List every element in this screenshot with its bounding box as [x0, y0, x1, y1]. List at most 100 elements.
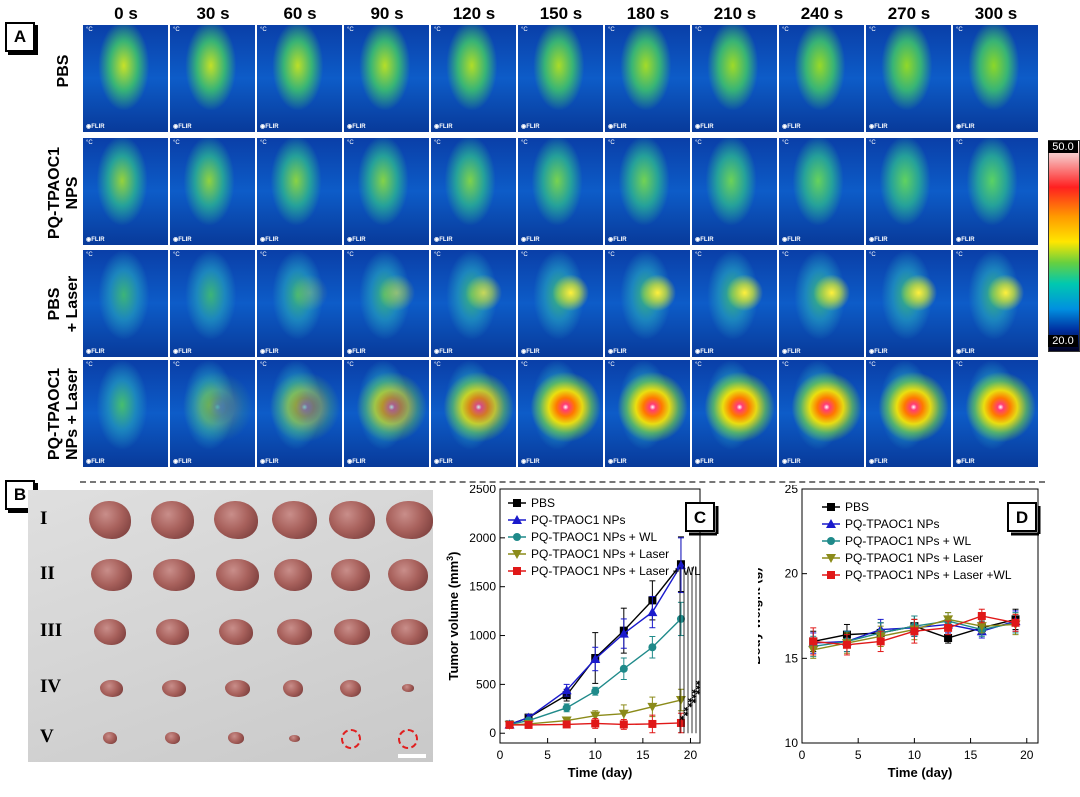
flir-logo: ◉FLIR — [86, 124, 105, 130]
data-point — [505, 720, 514, 729]
flir-logo: ◉FLIR — [260, 349, 279, 355]
unit-label: °C — [521, 27, 528, 33]
data-point — [876, 637, 885, 646]
data-point — [524, 720, 533, 729]
flir-logo: ◉FLIR — [521, 124, 540, 130]
legend-label: PQ-TPAOC1 NPs + WL — [531, 530, 657, 544]
tumor-sample — [391, 619, 428, 645]
unit-label: °C — [434, 362, 441, 368]
tumor-sample — [225, 679, 250, 697]
unit-label: °C — [86, 252, 93, 258]
tumor-sample — [89, 501, 131, 539]
scale-bar — [398, 754, 426, 758]
unit-label: °C — [782, 140, 789, 146]
tumor-sample — [289, 734, 300, 742]
time-label: 30 s — [196, 4, 230, 23]
data-point — [648, 719, 657, 728]
thermal-image: °C ◉FLIR — [83, 25, 168, 132]
unit-label: °C — [173, 362, 180, 368]
flir-logo: ◉FLIR — [608, 349, 627, 355]
thermal-image: °C ◉FLIR — [779, 25, 864, 132]
unit-label: °C — [434, 27, 441, 33]
x-tick-label: 0 — [799, 748, 806, 762]
colorbar-max-label: 50.0 — [1048, 141, 1078, 153]
flir-logo: ◉FLIR — [782, 349, 801, 355]
flir-logo: ◉FLIR — [695, 459, 714, 465]
data-point — [842, 640, 851, 649]
thermal-image: °C ◉FLIR — [83, 360, 168, 467]
unit-label: °C — [347, 27, 354, 33]
panel-a-label: A — [5, 22, 35, 52]
flir-logo: ◉FLIR — [869, 459, 888, 465]
panel-label: D — [1016, 508, 1028, 527]
thermal-image: °C ◉FLIR — [344, 138, 429, 245]
row-label: PQ-TPAOC1 NPs + Laser — [46, 367, 81, 461]
empty-tumor-marker — [341, 729, 361, 749]
time-label: 60 s — [283, 4, 317, 23]
thermal-image: °C ◉FLIR — [431, 138, 516, 245]
tumor-sample — [388, 559, 428, 591]
tumor-volume-chart: 0 5 10 15 20 0 500 1000 1500 2000 2500 Time (day) Tu… — [445, 485, 719, 780]
data-point — [618, 628, 629, 638]
flir-logo: ◉FLIR — [86, 349, 105, 355]
thermal-image: °C ◉FLIR — [866, 138, 951, 245]
thermal-image: °C ◉FLIR — [344, 250, 429, 357]
tumor-sample — [331, 559, 370, 591]
data-point — [513, 533, 521, 541]
data-point — [943, 615, 954, 625]
time-label: 240 s — [800, 4, 844, 23]
data-point — [647, 702, 658, 712]
tumor-sample — [272, 501, 317, 539]
data-point — [590, 653, 601, 663]
data-point — [675, 696, 686, 706]
data-point — [512, 515, 522, 524]
time-label: 270 s — [887, 4, 931, 23]
thermal-image: °C ◉FLIR — [866, 250, 951, 357]
thermal-image: °C ◉FLIR — [83, 250, 168, 357]
flir-logo: ◉FLIR — [956, 124, 975, 130]
flir-logo: ◉FLIR — [86, 459, 105, 465]
x-tick-label: 10 — [908, 748, 922, 762]
flir-logo: ◉FLIR — [869, 349, 888, 355]
flir-logo: ◉FLIR — [173, 349, 192, 355]
flir-logo: ◉FLIR — [695, 237, 714, 243]
tumor-sample — [214, 501, 258, 539]
thermal-image: °C ◉FLIR — [257, 25, 342, 132]
unit-label: °C — [347, 252, 354, 258]
legend-label: PBS — [531, 496, 555, 510]
legend-label: PQ-TPAOC1 NPs + Laser + WL — [531, 564, 701, 578]
unit-label: °C — [869, 27, 876, 33]
data-point — [826, 554, 836, 563]
y-tick-label: 2000 — [469, 531, 496, 545]
group-label: IV — [40, 676, 62, 697]
thermal-image: °C ◉FLIR — [692, 360, 777, 467]
unit-label: °C — [869, 362, 876, 368]
thermal-image: °C ◉FLIR — [779, 138, 864, 245]
significance-marker: *** — [689, 680, 703, 694]
thermal-image: °C ◉FLIR — [953, 250, 1038, 357]
thermal-image: °C ◉FLIR — [257, 250, 342, 357]
significance-marker: ** — [677, 707, 691, 717]
data-point — [619, 720, 628, 729]
thermal-image: °C ◉FLIR — [518, 138, 603, 245]
x-axis-label: Time (day) — [568, 765, 633, 780]
thermal-image: °C ◉FLIR — [431, 25, 516, 132]
data-point — [590, 711, 601, 721]
legend-label: PQ-TPAOC1 NPs + Laser +WL — [845, 568, 1012, 582]
flir-logo: ◉FLIR — [521, 459, 540, 465]
tumor-sample — [340, 679, 361, 697]
flir-logo: ◉FLIR — [521, 349, 540, 355]
thermal-image: °C ◉FLIR — [170, 138, 255, 245]
unit-label: °C — [434, 252, 441, 258]
data-point — [619, 664, 628, 673]
y-tick-label: 0 — [489, 726, 496, 740]
thermal-image: °C ◉FLIR — [605, 138, 690, 245]
tumor-sample — [277, 619, 312, 645]
tumor-sample — [94, 619, 126, 645]
y-tick-label: 1000 — [469, 629, 496, 643]
unit-label: °C — [347, 140, 354, 146]
x-axis-label: Time (day) — [888, 765, 953, 780]
thermal-image: °C ◉FLIR — [170, 360, 255, 467]
body-weight-chart: 0 5 10 15 20 10 15 20 25 Time (day) Body weight (g… — [758, 485, 1041, 780]
unit-label: °C — [608, 27, 615, 33]
